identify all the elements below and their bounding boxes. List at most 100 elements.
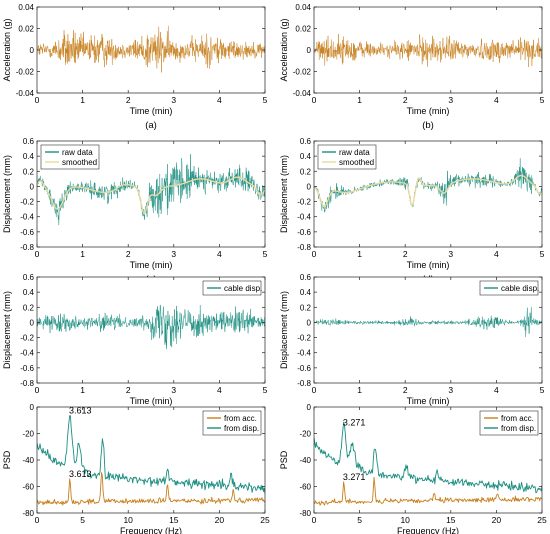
y-tick-label: -0.4	[297, 349, 311, 358]
series-from-disp	[37, 415, 265, 494]
x-tick-label: 5	[540, 249, 545, 259]
x-tick-label: 5	[357, 515, 362, 525]
legend-label-from-disp: from disp.	[224, 424, 259, 433]
y-tick-label: 0.6	[23, 273, 35, 282]
x-tick-label: 1	[357, 385, 362, 395]
series-signal	[37, 25, 265, 73]
x-tick-label: 4	[494, 95, 499, 105]
y-tick-label: -80	[299, 509, 311, 518]
x-tick-label: 2	[126, 249, 131, 259]
legend-label-from-acc: from acc.	[224, 414, 257, 423]
y-tick-label: 0	[307, 46, 312, 55]
y-tick-label: 0.04	[295, 3, 311, 12]
subplot-a: 0 1 2 3 4 5 -0.04 -0.02 0 0.02 0.04 Time (min) Accel…	[2, 3, 268, 131]
y-tick-label: 0	[307, 318, 312, 327]
x-tick-label: 0	[35, 95, 40, 105]
x-tick-label: 4	[217, 385, 222, 395]
x-tick-label: 15	[446, 515, 456, 525]
legend-label-raw-data: raw data	[62, 148, 93, 157]
series-from-disp	[314, 421, 542, 494]
x-tick-label: 1	[80, 385, 85, 395]
x-tick-label: 3	[448, 385, 453, 395]
legend-box	[202, 280, 262, 296]
subplot-e: 0 1 2 3 4 5 -0.8 -0.6 -0.4 -0.2 0 0.2 0.4 0.6 Time (mi…	[2, 273, 268, 421]
subplot-caption: (b)	[422, 120, 434, 131]
legend-label-smoothed: smoothed	[339, 158, 374, 167]
series-raw-data	[37, 153, 265, 226]
y-tick-label: -0.8	[297, 243, 311, 252]
y-tick-label: -80	[22, 509, 34, 518]
x-tick-label: 4	[217, 95, 222, 105]
y-tick-label: -0.2	[20, 334, 34, 343]
x-tick-label: 0	[312, 515, 317, 525]
legend-box	[317, 144, 377, 170]
x-tick-label: 2	[403, 385, 408, 395]
y-axis-label: PSD	[279, 450, 289, 469]
legend-label-from-disp: from disp.	[501, 424, 536, 433]
x-tick-label: 5	[263, 385, 268, 395]
y-tick-label: -0.2	[297, 334, 311, 343]
x-tick-label: 0	[35, 515, 40, 525]
x-tick-label: 3	[171, 95, 176, 105]
x-tick-label: 2	[126, 95, 131, 105]
y-tick-label: -60	[22, 483, 34, 492]
y-tick-label: 0	[307, 182, 312, 191]
subplot-c: 0 1 2 3 4 5 -0.8 -0.6 -0.4 -0.2 0 0.2 0.4 0.6 Time (mi…	[2, 137, 268, 285]
peak-annotation: 3.613	[69, 406, 92, 416]
y-tick-label: 0.2	[300, 167, 312, 176]
series-smoothed	[37, 176, 265, 215]
legend-box	[479, 280, 539, 296]
series-from-acc	[314, 476, 542, 506]
subplot-g: 0 5 10 15 20 25 -80 -60 -40 -20 0 Frequency (Hz) PSD…	[2, 403, 270, 534]
y-axis-label: Acceleration (g)	[2, 18, 12, 81]
y-tick-label: 0.2	[23, 303, 35, 312]
subplot-b: 0 1 2 3 4 5 -0.04 -0.02 0 0.02 0.04 Time (min) Accel…	[279, 3, 545, 131]
x-tick-label: 5	[540, 385, 545, 395]
x-tick-label: 2	[403, 95, 408, 105]
x-tick-label: 5	[80, 515, 85, 525]
x-axis-label: Time (min)	[407, 260, 450, 270]
x-tick-label: 10	[400, 515, 410, 525]
y-axis-label: Displacement (mm)	[279, 291, 289, 369]
y-tick-label: 0.4	[300, 288, 312, 297]
series-cable-disp	[37, 304, 265, 350]
legend-box	[479, 410, 539, 436]
x-tick-label: 5	[540, 95, 545, 105]
axes-frame	[313, 140, 543, 248]
y-tick-label: -0.4	[20, 213, 34, 222]
y-tick-label: -20	[299, 430, 311, 439]
x-tick-label: 20	[492, 515, 502, 525]
y-tick-label: -40	[22, 456, 34, 465]
y-tick-label: -40	[299, 456, 311, 465]
legend: cable disp.	[202, 280, 262, 296]
y-tick-label: 0.02	[18, 25, 34, 34]
peak-annotation: 3.271	[343, 472, 366, 482]
y-axis-label: Acceleration (g)	[279, 18, 289, 81]
y-tick-label: 0.6	[300, 137, 312, 146]
series-smoothed	[314, 174, 542, 208]
y-tick-label: -0.2	[297, 198, 311, 207]
y-tick-label: -0.02	[16, 68, 35, 77]
x-tick-label: 10	[123, 515, 133, 525]
y-axis-label: Displacement (mm)	[2, 155, 12, 233]
x-tick-label: 25	[260, 515, 270, 525]
y-tick-label: 0	[30, 46, 35, 55]
y-axis-label: Displacement (mm)	[279, 155, 289, 233]
y-tick-label: -0.2	[20, 198, 34, 207]
y-axis-label: PSD	[2, 450, 12, 469]
y-tick-label: 0.2	[300, 303, 312, 312]
series-from-acc	[37, 472, 265, 506]
y-tick-label: -0.6	[297, 228, 311, 237]
axes-frame	[36, 276, 266, 384]
y-tick-label: -0.6	[20, 228, 34, 237]
y-tick-label: 0.04	[18, 3, 34, 12]
x-tick-label: 5	[263, 95, 268, 105]
legend-box	[202, 410, 262, 436]
y-tick-label: -0.02	[293, 68, 312, 77]
x-tick-label: 3	[448, 249, 453, 259]
legend: from acc.from disp.	[202, 410, 262, 436]
x-tick-label: 20	[215, 515, 225, 525]
x-tick-label: 15	[169, 515, 179, 525]
x-axis-label: Time (min)	[130, 396, 173, 406]
